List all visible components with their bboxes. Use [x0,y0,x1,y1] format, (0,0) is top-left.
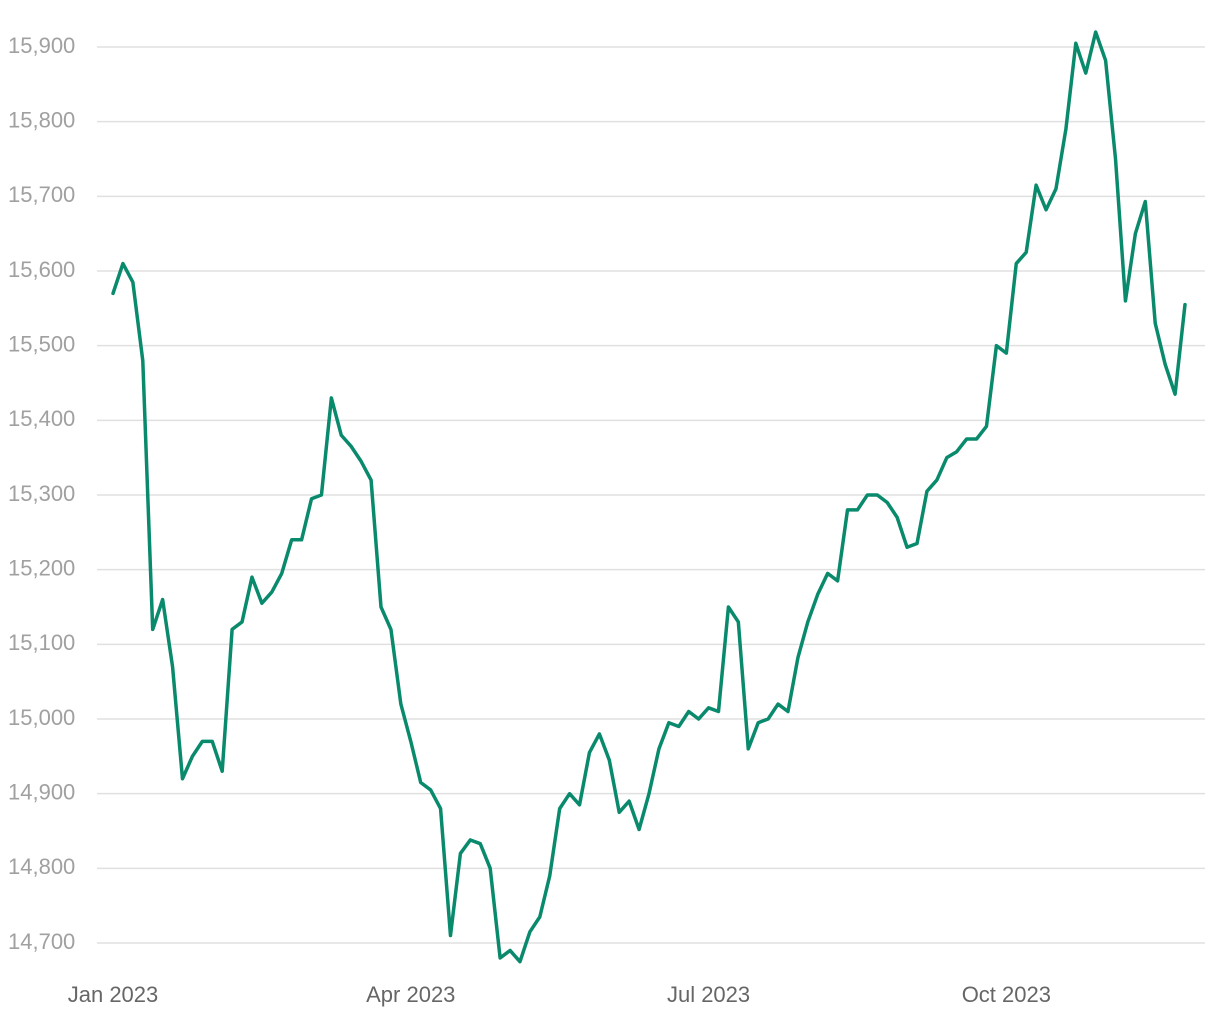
y-tick-label: 14,800 [8,854,75,879]
y-tick-label: 15,600 [8,257,75,282]
y-tick-label: 14,900 [8,779,75,804]
line-series [111,30,1187,964]
x-tick-label: Apr 2023 [366,982,455,1007]
y-tick-label: 15,100 [8,630,75,655]
y-tick-label: 15,400 [8,406,75,431]
x-tick-label: Oct 2023 [962,982,1051,1007]
y-tick-label: 14,700 [8,929,75,954]
y-tick-label: 15,700 [8,182,75,207]
y-tick-label: 15,300 [8,481,75,506]
x-tick-label: Jan 2023 [68,982,159,1007]
y-tick-label: 15,800 [8,107,75,132]
y-tick-label: 15,500 [8,331,75,356]
y-tick-label: 15,900 [8,33,75,58]
x-tick-label: Jul 2023 [667,982,750,1007]
y-tick-label: 15,200 [8,555,75,580]
y-tick-label: 15,000 [8,705,75,730]
